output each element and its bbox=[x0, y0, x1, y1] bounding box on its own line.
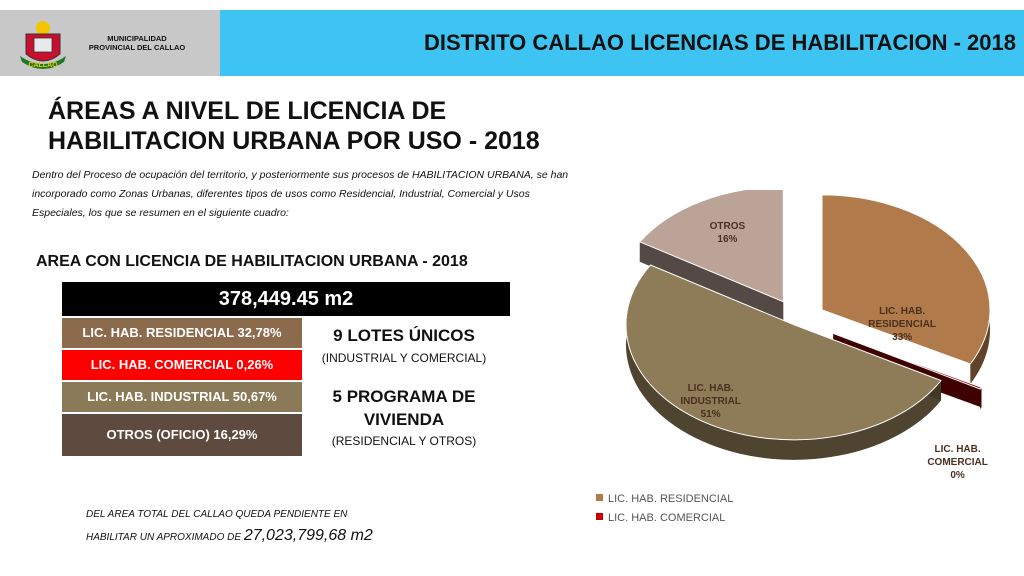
pie-slice-residencial bbox=[821, 194, 991, 365]
legend-label-residencial: LIC. HAB. RESIDENCIAL bbox=[608, 493, 734, 505]
pie-label-industrial: LIC. HAB. INDUSTRIAL 51% bbox=[680, 383, 741, 420]
pie-slice-comercial bbox=[832, 332, 983, 390]
header-logo-panel: CALLAO MUNICIPALIDAD PROVINCIAL DEL CALL… bbox=[0, 10, 220, 76]
program-title: 5 PROGRAMA DE VIVIENDA bbox=[304, 385, 504, 431]
usage-row-residencial: LIC. HAB. RESIDENCIAL 32,78% bbox=[62, 318, 302, 348]
program-title-line1: 5 PROGRAMA DE bbox=[332, 387, 476, 406]
org-name-line2: PROVINCIAL DEL CALLAO bbox=[88, 43, 186, 52]
usage-row-industrial: LIC. HAB. INDUSTRIAL 50,67% bbox=[62, 382, 302, 412]
legend-label-comercial: LIC. HAB. COMERCIAL bbox=[608, 512, 726, 524]
pending-line1: DEL AREA TOTAL DEL CALLAO QUEDA PENDIENT… bbox=[86, 509, 348, 520]
pie-slice-industrial bbox=[625, 264, 942, 441]
lots-subtitle: (INDUSTRIAL Y COMERCIAL) bbox=[321, 351, 487, 365]
pending-line2: HABILITAR UN APROXIMADO DE bbox=[86, 532, 242, 543]
pie-label-otros: OTROS 16% bbox=[710, 221, 746, 245]
usage-row-comercial: LIC. HAB. COMERCIAL 0,26% bbox=[62, 350, 302, 380]
pie-label-comercial: LIC. HAB. COMERCIAL 0% bbox=[927, 444, 988, 481]
pie-slice-wall-otros bbox=[639, 241, 784, 322]
org-name: MUNICIPALIDAD PROVINCIAL DEL CALLAO bbox=[78, 34, 196, 52]
summary-title: AREA CON LICENCIA DE HABILITACION URBANA… bbox=[36, 253, 468, 270]
program-title-line2: VIVIENDA bbox=[363, 410, 445, 429]
legend-swatch-comercial bbox=[596, 513, 603, 520]
chart-legend: LIC. HAB. RESIDENCIAL LIC. HAB. COMERCIA… bbox=[596, 490, 733, 528]
page-title: ÁREAS A NIVEL DE LICENCIA DE HABILITACIO… bbox=[48, 96, 648, 156]
lots-title: 9 LOTES ÚNICOS bbox=[333, 326, 475, 345]
header-title: DISTRITO CALLAO LICENCIAS DE HABILITACIO… bbox=[423, 30, 1016, 55]
usage-row-otros: OTROS (OFICIO) 16,29% bbox=[62, 414, 302, 456]
intro-line3: Especiales, los que se resumen en el sig… bbox=[32, 207, 289, 219]
legend-item-comercial: LIC. HAB. COMERCIAL bbox=[596, 509, 733, 528]
pie-chart: LIC. HAB. RESIDENCIAL 33% LIC. HAB. COMERCIA… bbox=[625, 190, 991, 481]
legend-item-residencial: LIC. HAB. RESIDENCIAL bbox=[596, 490, 733, 509]
intro-text: Dentro del Proceso de ocupación del terr… bbox=[32, 166, 632, 223]
pending-area-note: DEL AREA TOTAL DEL CALLAO QUEDA PENDIENT… bbox=[86, 504, 486, 548]
header-bar: DISTRITO CALLAO LICENCIAS DE HABILITACIO… bbox=[220, 10, 1024, 76]
pie-label-residencial: LIC. HAB. RESIDENCIAL 33% bbox=[868, 306, 936, 343]
intro-line2: incorporado como Zonas Urbanas, diferent… bbox=[32, 188, 530, 200]
intro-line1: Dentro del Proceso de ocupación del terr… bbox=[32, 169, 569, 181]
callao-coat-of-arms-icon: CALLAO bbox=[20, 21, 66, 69]
total-area-box: 378,449.45 m2 bbox=[62, 282, 510, 316]
legend-swatch-residencial bbox=[596, 494, 603, 501]
program-subtitle: (RESIDENCIAL Y OTROS) bbox=[331, 434, 477, 448]
page-title-line1: ÁREAS A NIVEL DE LICENCIA DE bbox=[48, 97, 447, 125]
pie-slice-otros bbox=[639, 190, 784, 303]
org-name-line1: MUNICIPALIDAD bbox=[107, 34, 167, 43]
logo-text: CALLAO bbox=[28, 62, 58, 69]
page-title-line2: HABILITACION URBANA POR USO - 2018 bbox=[48, 127, 540, 155]
pending-value: 27,023,799,68 m2 bbox=[243, 527, 373, 544]
